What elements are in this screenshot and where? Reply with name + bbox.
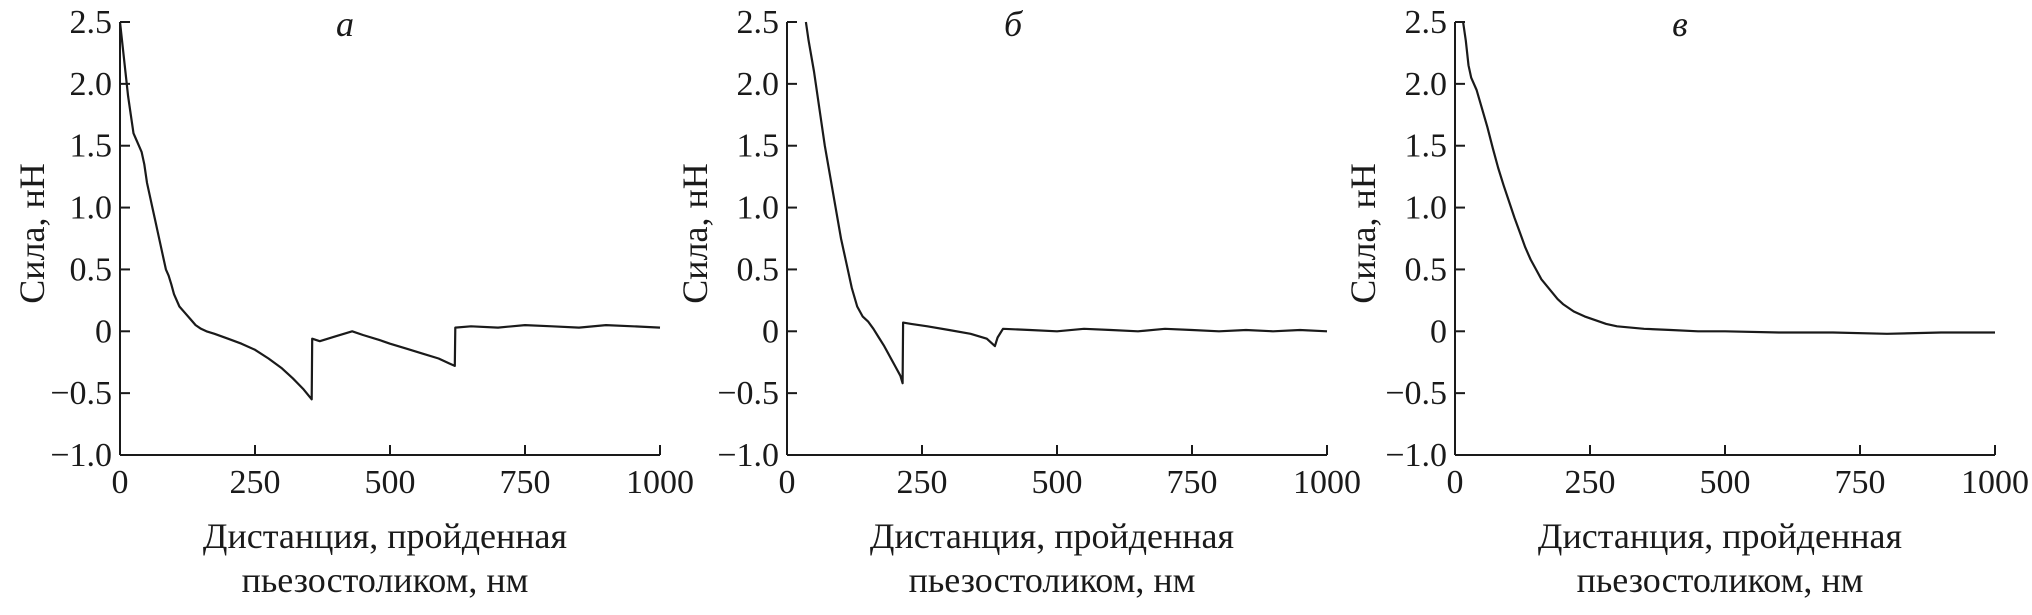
x-tick-label: 500: [365, 464, 416, 501]
panel-label: а: [336, 4, 354, 44]
y-tick-label: −0.5: [717, 375, 779, 412]
x-axis-title-line2: пьезостоликом, нм: [242, 560, 529, 600]
x-tick-label: 750: [1835, 464, 1886, 501]
y-tick-label: −1.0: [1385, 437, 1447, 474]
panel-label: б: [1004, 4, 1024, 44]
x-tick-label: 500: [1032, 464, 1083, 501]
chart-panel-3: −1.0 −0.5 0 0.5 1.0 1.5 2.0 2.5 0 250 500 750 1000 в С…: [1343, 4, 2029, 600]
x-tick-label: 750: [500, 464, 551, 501]
y-tick-label: 0: [95, 313, 112, 350]
y-tick-label: −1.0: [50, 437, 112, 474]
y-tick-label: 1.0: [737, 190, 780, 227]
x-tick-label: 250: [230, 464, 281, 501]
x-tick-label: 0: [1447, 464, 1464, 501]
y-tick-label: 0.5: [1405, 251, 1448, 288]
y-tick-label: −1.0: [717, 437, 779, 474]
x-tick-label: 250: [897, 464, 948, 501]
chart-panel-2: −1.0 −0.5 0 0.5 1.0 1.5 2.0 2.5 0 250 500 750 1000 б С…: [675, 4, 1361, 600]
y-tick-label: 1.5: [737, 128, 780, 165]
y-axis-title: Сила, нН: [675, 163, 715, 303]
x-tick-label: 250: [1565, 464, 1616, 501]
y-tick-label: 1.0: [1405, 190, 1448, 227]
y-tick-label: 2.0: [70, 66, 113, 103]
y-tick-label: 0.5: [70, 251, 113, 288]
y-tick-label: 1.0: [70, 190, 113, 227]
y-tick-label: −0.5: [1385, 375, 1447, 412]
y-tick-label: 1.5: [1405, 128, 1448, 165]
y-tick-label: 1.5: [70, 128, 113, 165]
force-curve-line: [804, 21, 1328, 385]
y-tick-label: 2.5: [737, 4, 780, 41]
panel-label: в: [1672, 4, 1688, 44]
y-tick-label: 2.0: [1405, 66, 1448, 103]
x-tick-label: 0: [779, 464, 796, 501]
y-tick-label: 0.5: [737, 251, 780, 288]
y-tick-label: 2.0: [737, 66, 780, 103]
y-tick-label: 0: [1430, 313, 1447, 350]
y-axis-title: Сила, нН: [12, 163, 52, 303]
x-axis-title-line2: пьезостоликом, нм: [1577, 560, 1864, 600]
x-tick-label: 500: [1700, 464, 1751, 501]
y-tick-label: −0.5: [50, 375, 112, 412]
x-axis-title-line2: пьезостоликом, нм: [909, 560, 1196, 600]
y-axis-title: Сила, нН: [1343, 163, 1383, 303]
chart-panel-1: −1.0 −0.5 0 0.5 1.0 1.5 2.0 2.5 0 250 500 750 1000 а С…: [12, 4, 694, 600]
y-tick-label: 2.5: [70, 4, 113, 41]
x-tick-label: 1000: [1293, 464, 1361, 501]
x-tick-label: 1000: [1961, 464, 2029, 501]
y-tick-label: 2.5: [1405, 4, 1448, 41]
x-axis-title-line1: Дистанция, пройденная: [1538, 516, 1902, 556]
x-axis-title-line1: Дистанция, пройденная: [203, 516, 567, 556]
x-tick-label: 750: [1167, 464, 1218, 501]
x-axis-title-line1: Дистанция, пройденная: [870, 516, 1234, 556]
force-curve-line: [1462, 21, 1995, 335]
x-tick-label: 1000: [626, 464, 694, 501]
force-curve-line: [118, 21, 661, 401]
y-tick-label: 0: [762, 313, 779, 350]
x-tick-label: 0: [112, 464, 129, 501]
